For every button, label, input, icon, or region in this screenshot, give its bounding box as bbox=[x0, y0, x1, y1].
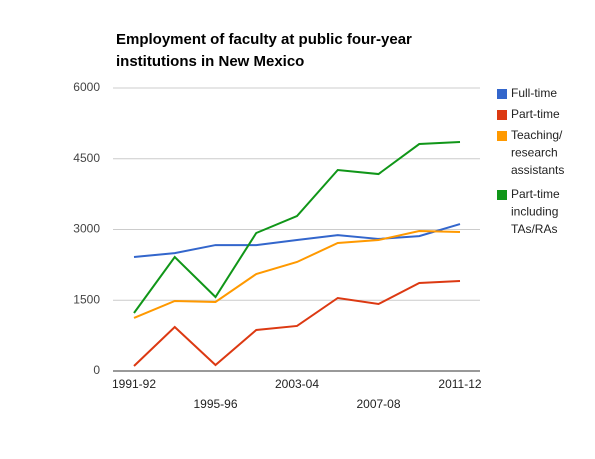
legend-label-line: assistants bbox=[511, 163, 564, 177]
chart-title: institutions in New Mexico bbox=[116, 53, 304, 70]
y-tick-label: 4500 bbox=[73, 151, 100, 165]
legend-label: Part-time including TAs/RAs bbox=[511, 187, 563, 236]
legend-swatch bbox=[497, 110, 507, 120]
x-tick-label: 1991-92 bbox=[112, 377, 156, 391]
series-line bbox=[133, 280, 461, 367]
legend-swatch bbox=[497, 190, 507, 200]
x-tick-label: 2007-08 bbox=[356, 397, 400, 411]
x-tick-label: 2011-12 bbox=[438, 377, 481, 391]
legend-label-line: including bbox=[511, 205, 562, 219]
legend-label-line: Part-time bbox=[511, 187, 563, 201]
y-tick-label: 3000 bbox=[73, 222, 100, 236]
y-tick-label: 6000 bbox=[73, 80, 100, 94]
legend-label-line: research bbox=[511, 146, 561, 160]
series-line bbox=[133, 141, 461, 314]
chart-title: Employment of faculty at public four-yea… bbox=[116, 31, 412, 48]
series-line bbox=[133, 230, 461, 319]
legend-label: Teaching/ research assistants bbox=[511, 128, 566, 177]
legend-label-line: TAs/RAs bbox=[511, 222, 557, 236]
legend-swatch bbox=[497, 131, 507, 141]
y-tick-label: 1500 bbox=[73, 292, 100, 306]
x-tick-label: 2003-04 bbox=[275, 377, 319, 391]
legend-label: Full-time bbox=[511, 86, 557, 100]
legend-swatch bbox=[497, 89, 507, 99]
x-tick-label: 1995-96 bbox=[193, 397, 237, 411]
series-line bbox=[133, 223, 461, 258]
legend-label-line: Teaching/ bbox=[511, 128, 566, 142]
y-tick-label: 0 bbox=[93, 363, 100, 377]
legend-label: Part-time bbox=[511, 107, 560, 121]
